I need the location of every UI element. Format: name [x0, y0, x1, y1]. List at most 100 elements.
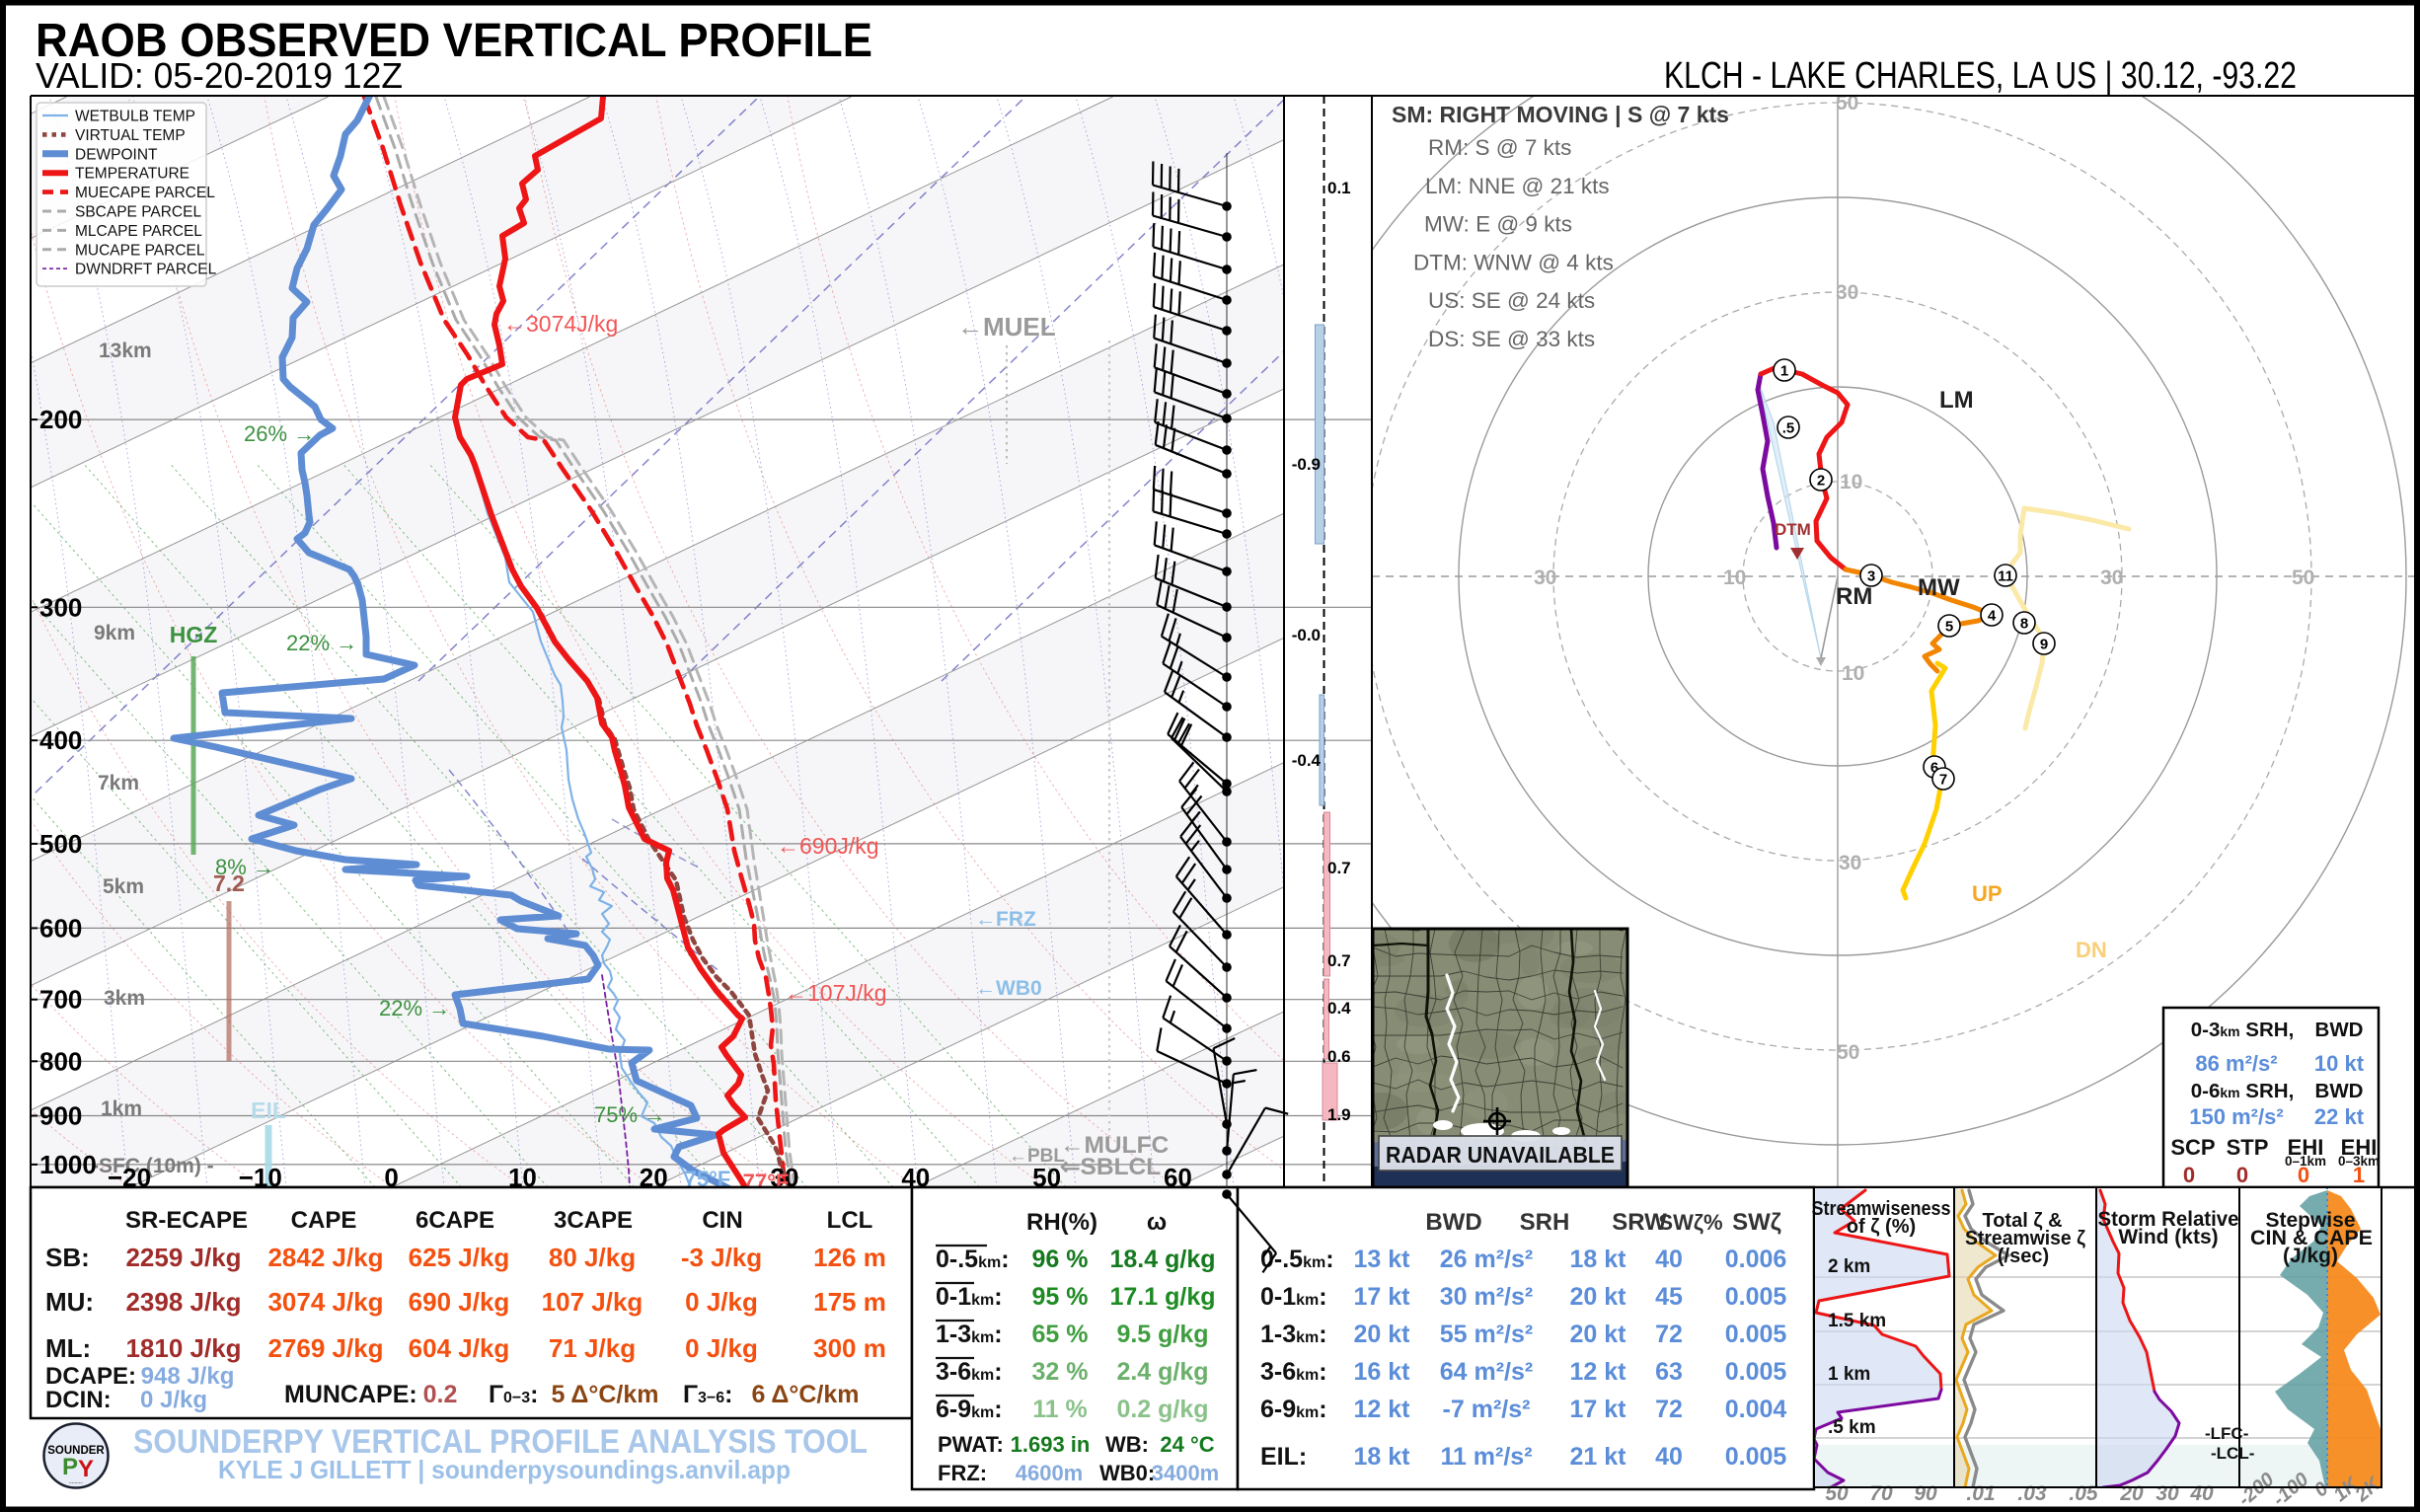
svg-text:P: P [62, 1454, 78, 1480]
svg-text:RM: S @ 7 kts: RM: S @ 7 kts [1428, 135, 1571, 160]
svg-text:4: 4 [1988, 608, 1997, 625]
svg-text:2: 2 [1817, 473, 1825, 490]
svg-text:.5 km: .5 km [1828, 1417, 1876, 1438]
svg-text:DTM: DTM [1775, 520, 1811, 539]
svg-text:SRW: SRW [1612, 1209, 1667, 1236]
svg-text:DEWPOINT: DEWPOINT [75, 146, 158, 163]
svg-text:MUECAPE PARCEL: MUECAPE PARCEL [75, 185, 215, 201]
svg-text:VIRTUAL TEMP: VIRTUAL TEMP [75, 127, 186, 144]
svg-text:9.5 g/kg: 9.5 g/kg [1116, 1321, 1208, 1348]
svg-text:20: 20 [2119, 1482, 2144, 1505]
svg-text:DWNDRFT PARCEL: DWNDRFT PARCEL [75, 262, 217, 278]
svg-text:45: 45 [1655, 1283, 1683, 1311]
svg-text:KYLE J GILLETT | sounderpysoun: KYLE J GILLETT | sounderpysoundings.anvi… [218, 1455, 791, 1484]
svg-text:126 m: 126 m [813, 1243, 886, 1272]
svg-text:30: 30 [2100, 567, 2123, 589]
svg-text:3: 3 [1867, 568, 1875, 585]
svg-text:.5: .5 [1782, 420, 1795, 437]
svg-text:7.2: 7.2 [213, 870, 245, 896]
svg-text:50: 50 [1837, 1041, 1859, 1064]
svg-text:ML:: ML: [45, 1333, 91, 1363]
svg-text:CIN & CAPE: CIN & CAPE [2250, 1227, 2373, 1249]
svg-text:32 %: 32 % [1032, 1358, 1089, 1386]
svg-text:SWζ: SWζ [1732, 1209, 1781, 1236]
svg-text:DCIN:: DCIN: [45, 1387, 112, 1413]
svg-text:TEMPERATURE: TEMPERATURE [75, 166, 189, 183]
svg-text:1: 1 [2353, 1163, 2365, 1187]
svg-text:0.005: 0.005 [1725, 1358, 1787, 1386]
svg-text:40: 40 [1655, 1443, 1683, 1471]
svg-text:LCL: LCL [827, 1207, 873, 1234]
svg-text:0-6km SRH,: 0-6km SRH, [2191, 1080, 2295, 1102]
svg-text:10: 10 [1723, 567, 1746, 589]
svg-text:30: 30 [1836, 281, 1858, 304]
svg-text:-LFC-: -LFC- [2205, 1424, 2248, 1443]
svg-text:MUCAPE PARCEL: MUCAPE PARCEL [75, 242, 205, 259]
svg-text:9: 9 [2040, 637, 2048, 653]
svg-text:2.4 g/kg: 2.4 g/kg [1116, 1358, 1208, 1386]
svg-text:30: 30 [1534, 567, 1556, 589]
svg-text:WB0:: WB0: [1099, 1461, 1155, 1485]
svg-text:6: 6 [1930, 760, 1938, 777]
svg-text:800: 800 [39, 1046, 82, 1076]
svg-text:1: 1 [1780, 363, 1788, 380]
svg-text:5 Δ°C/km: 5 Δ°C/km [551, 1381, 658, 1408]
svg-text:10: 10 [1842, 662, 1864, 685]
svg-text:21 kt: 21 kt [1570, 1443, 1627, 1471]
svg-text:50: 50 [1836, 92, 1858, 114]
svg-text:12 kt: 12 kt [1354, 1396, 1411, 1423]
svg-text:DTM: WNW @ 4 kts: DTM: WNW @ 4 kts [1413, 250, 1614, 274]
svg-text:107 J/kg: 107 J/kg [542, 1287, 643, 1317]
svg-text:200: 200 [39, 405, 82, 434]
svg-text:EHI: EHI [2341, 1135, 2378, 1160]
svg-text:0.1: 0.1 [1327, 179, 1351, 197]
svg-text:5: 5 [1945, 619, 1953, 636]
svg-text:7km: 7km [98, 772, 139, 794]
svg-text:20 kt: 20 kt [1354, 1321, 1411, 1348]
svg-text:WETBULB TEMP: WETBULB TEMP [75, 109, 195, 125]
svg-text:3074 J/kg: 3074 J/kg [267, 1287, 383, 1317]
svg-text:5km: 5km [103, 875, 144, 898]
svg-text:86 m²/s²: 86 m²/s² [2195, 1051, 2277, 1076]
svg-text:1.693 in: 1.693 in [1011, 1432, 1091, 1457]
svg-text:0 J/kg: 0 J/kg [140, 1387, 207, 1413]
svg-text:20 kt: 20 kt [1570, 1321, 1627, 1348]
svg-text:0: 0 [2298, 1163, 2309, 1187]
svg-text:0-3km SRH,: 0-3km SRH, [2191, 1019, 2295, 1041]
svg-text:22% →: 22% → [379, 996, 450, 1021]
svg-text:63: 63 [1655, 1358, 1683, 1386]
svg-text:..........: .......... [69, 1479, 84, 1485]
svg-text:6 Δ°C/km: 6 Δ°C/km [751, 1381, 859, 1408]
svg-text:←PBL: ←PBL [1009, 1146, 1065, 1167]
svg-text:96 %: 96 % [1032, 1246, 1089, 1273]
svg-text:1km: 1km [101, 1097, 142, 1120]
svg-text:RM: RM [1836, 583, 1872, 610]
svg-text:LM: NNE @ 21 kts: LM: NNE @ 21 kts [1425, 174, 1610, 198]
svg-text:of ζ (%): of ζ (%) [1847, 1216, 1916, 1238]
svg-text:0 J/kg: 0 J/kg [685, 1333, 758, 1363]
svg-text:-0.4: -0.4 [1292, 751, 1322, 770]
svg-text:EHI: EHI [2288, 1135, 2324, 1160]
svg-text:VALID: 05-20-2019 12Z: VALID: 05-20-2019 12Z [36, 55, 403, 96]
svg-text:RADAR UNAVAILABLE: RADAR UNAVAILABLE [1386, 1142, 1615, 1168]
svg-text:BWD: BWD [1425, 1209, 1481, 1236]
svg-text:←690J/kg: ←690J/kg [777, 833, 879, 859]
svg-text:0: 0 [2236, 1163, 2248, 1187]
svg-text:13 kt: 13 kt [1354, 1246, 1411, 1273]
svg-text:SB:: SB: [45, 1243, 90, 1272]
svg-text:HGZ: HGZ [170, 622, 218, 647]
svg-text:-0.9: -0.9 [1292, 455, 1321, 474]
svg-text:0 J/kg: 0 J/kg [685, 1287, 758, 1317]
svg-text:500: 500 [39, 829, 82, 859]
svg-text:75% →: 75% → [594, 1102, 665, 1127]
svg-text:26% →: 26% → [244, 421, 315, 446]
svg-text:12 kt: 12 kt [1570, 1358, 1627, 1386]
svg-text:MW: E @ 9 kts: MW: E @ 9 kts [1424, 212, 1572, 237]
svg-text:80 J/kg: 80 J/kg [549, 1243, 636, 1272]
svg-text:←WB0: ←WB0 [975, 977, 1042, 1000]
svg-text:←FRZ: ←FRZ [975, 908, 1036, 931]
svg-text:0.4: 0.4 [1327, 999, 1351, 1018]
svg-text:150 m²/s²: 150 m²/s² [2189, 1104, 2283, 1129]
svg-text:400: 400 [39, 725, 82, 755]
svg-text:40: 40 [2189, 1482, 2214, 1505]
